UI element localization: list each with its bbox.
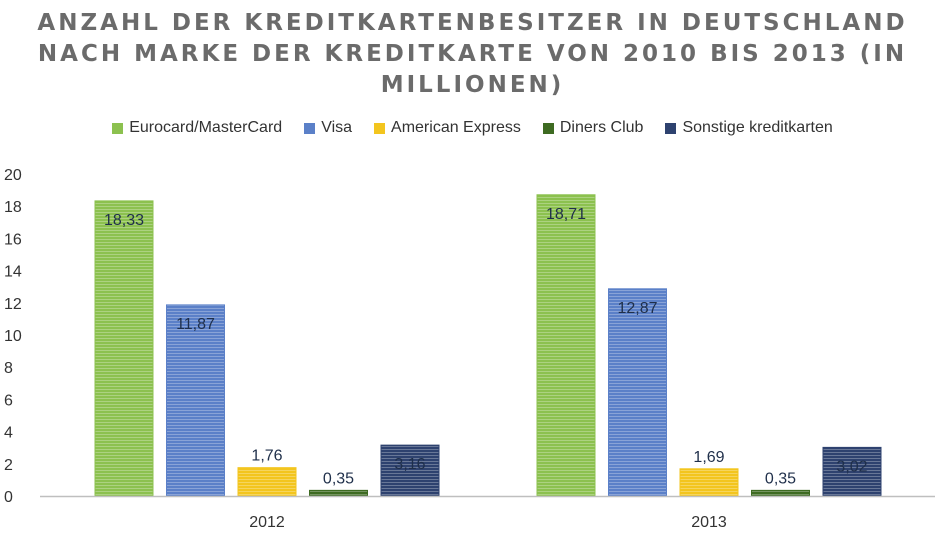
legend-swatch-eurocard-mastercard bbox=[112, 122, 124, 134]
legend-item-american-express: American Express bbox=[374, 119, 521, 137]
bar-eurocard-mastercard-2012 bbox=[94, 200, 154, 497]
chart-title-line-2: NACH MARKE DER KREDITKARTE VON 2010 BIS … bbox=[37, 41, 908, 67]
y-tick-label-12: 12 bbox=[4, 296, 22, 313]
legend-item-visa: Visa bbox=[304, 119, 352, 137]
legend-label-american-express: American Express bbox=[391, 119, 521, 136]
y-tick-label-2: 2 bbox=[4, 457, 13, 474]
data-label-visa-2013: 12,87 bbox=[617, 300, 657, 317]
data-label-sonstige-kreditkarten-2012: 3,16 bbox=[394, 456, 425, 473]
legend-swatch-american-express bbox=[374, 122, 386, 134]
data-labels: 18,33 11,87 1,76 0,35 3,16 18,71 12,87 1,69 0,35… bbox=[104, 206, 868, 488]
bar-diners-club-2012 bbox=[309, 489, 368, 497]
y-tick-label-18: 18 bbox=[4, 199, 22, 216]
chart-title-line-3: MILLIONEN) bbox=[380, 72, 565, 98]
x-category-label-2013: 2013 bbox=[691, 514, 727, 531]
chart-title-line-1: ANZAHL DER KREDITKARTENBESITZER IN DEUTS… bbox=[37, 10, 908, 36]
bar-eurocard-mastercard-2013 bbox=[536, 194, 596, 497]
legend-item-eurocard-mastercard: Eurocard/MasterCard bbox=[112, 119, 282, 137]
data-label-sonstige-kreditkarten-2013: 3,02 bbox=[836, 458, 867, 475]
y-tick-label-8: 8 bbox=[4, 360, 13, 377]
data-label-eurocard-mastercard-2012: 18,33 bbox=[104, 212, 144, 229]
data-label-diners-club-2013: 0,35 bbox=[765, 470, 796, 487]
bar-sonstige-kreditkarten-2012 bbox=[380, 444, 440, 497]
y-tick-label-10: 10 bbox=[4, 328, 22, 345]
legend-swatch-sonstige-kreditkarten bbox=[665, 122, 677, 134]
y-tick-label-16: 16 bbox=[4, 231, 22, 248]
y-tick-label-0: 0 bbox=[4, 489, 13, 506]
data-label-american-express-2013: 1,69 bbox=[693, 449, 724, 466]
y-tick-label-14: 14 bbox=[4, 264, 22, 281]
x-category-label-2012: 2012 bbox=[249, 514, 285, 531]
legend-label-diners-club: Diners Club bbox=[559, 119, 644, 136]
data-label-american-express-2012: 1,76 bbox=[251, 448, 282, 465]
bar-american-express-2013 bbox=[679, 468, 739, 497]
legend-label-sonstige-kreditkarten: Sonstige kreditkarten bbox=[682, 119, 833, 136]
data-label-visa-2012: 11,87 bbox=[176, 316, 215, 333]
bars bbox=[94, 194, 882, 497]
y-tick-label-4: 4 bbox=[4, 425, 13, 442]
legend-label-visa: Visa bbox=[321, 119, 353, 136]
bar-diners-club-2013 bbox=[751, 489, 810, 497]
legend-item-sonstige-kreditkarten: Sonstige kreditkarten bbox=[665, 119, 833, 137]
data-label-diners-club-2012: 0,35 bbox=[323, 470, 354, 487]
chart-legend: Eurocard/MasterCard Visa American Expres… bbox=[0, 119, 945, 137]
legend-swatch-diners-club bbox=[542, 122, 554, 134]
bar-american-express-2012 bbox=[237, 467, 297, 497]
legend-label-eurocard-mastercard: Eurocard/MasterCard bbox=[129, 119, 283, 136]
bar-visa-2013 bbox=[608, 288, 667, 497]
y-tick-label-20: 20 bbox=[4, 167, 22, 184]
bar-visa-2012 bbox=[166, 304, 225, 497]
legend-swatch-visa bbox=[304, 122, 316, 134]
x-axis-category-labels: 2012 2013 bbox=[249, 514, 727, 531]
legend-item-diners-club: Diners Club bbox=[542, 119, 644, 137]
chart-title: ANZAHL DER KREDITKARTENBESITZER IN DEUTS… bbox=[0, 8, 945, 101]
y-tick-label-6: 6 bbox=[4, 392, 13, 409]
bar-sonstige-kreditkarten-2013 bbox=[822, 446, 882, 497]
y-axis-tick-labels: 0 2 4 6 8 10 12 14 16 18 20 bbox=[4, 167, 22, 506]
data-label-eurocard-mastercard-2013: 18,71 bbox=[546, 206, 586, 223]
